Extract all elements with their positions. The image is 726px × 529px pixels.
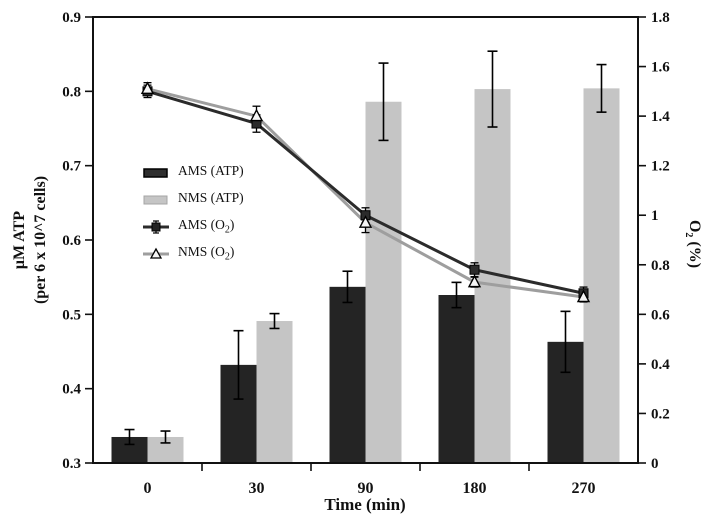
legend-label-ams-atp: AMS (ATP) bbox=[178, 163, 244, 179]
bar-nms-atp-t270 bbox=[583, 88, 620, 464]
legend-item-nms-atp: NMS (ATP) bbox=[143, 190, 244, 209]
right-axis-tick-label: 0.8 bbox=[651, 258, 670, 274]
x-axis-category-label: 0 bbox=[144, 480, 152, 497]
left-y-axis-title-line1: μM ATP bbox=[11, 210, 28, 270]
bar-nms-atp-t30 bbox=[256, 321, 293, 463]
right-axis-tick-label: 0.4 bbox=[651, 357, 670, 373]
marker-triangle-nms-o2-t0 bbox=[140, 81, 155, 95]
marker-triangle-nms-o2-t270 bbox=[576, 289, 591, 303]
x-axis-category-label: 90 bbox=[358, 480, 374, 497]
chart-legend: AMS (ATP) NMS (ATP) AMS (O2) NMS (O2) bbox=[143, 163, 244, 271]
left-axis-tick-label: 0.6 bbox=[62, 233, 81, 249]
x-axis-category-label: 30 bbox=[249, 480, 265, 497]
bar-ams-atp-t180 bbox=[438, 295, 475, 463]
bar-nms-atp-t90 bbox=[365, 101, 402, 464]
right-axis-tick-label: 1 bbox=[651, 208, 659, 224]
legend-label-nms-o2: NMS (O2) bbox=[178, 244, 235, 263]
legend-swatch-nms-o2-line-triangle-marker bbox=[143, 247, 169, 259]
left-y-axis-title: μM ATP (per 6 x 10^7 cells) bbox=[10, 90, 56, 390]
right-axis-tick-label: 1.2 bbox=[651, 159, 670, 175]
right-axis-tick-label: 1.6 bbox=[651, 60, 670, 76]
right-y-axis-title: O2 (%) bbox=[682, 219, 703, 269]
legend-item-ams-atp: AMS (ATP) bbox=[143, 163, 244, 182]
bar-ams-atp-t90 bbox=[329, 286, 366, 463]
right-axis-tick-label: 1.4 bbox=[651, 109, 670, 125]
x-axis-category-label: 270 bbox=[572, 480, 596, 497]
left-axis-tick-label: 0.5 bbox=[62, 307, 81, 323]
legend-item-ams-o2: AMS (O2) bbox=[143, 217, 244, 236]
marker-triangle-nms-o2-t30 bbox=[249, 108, 264, 122]
right-axis-tick-label: 0.2 bbox=[651, 406, 670, 422]
right-axis-tick-label: 0.6 bbox=[651, 307, 670, 323]
x-axis-title: Time (min) bbox=[324, 495, 406, 514]
legend-label-nms-atp: NMS (ATP) bbox=[178, 190, 244, 206]
right-axis-tick-label: 1.8 bbox=[651, 10, 670, 26]
left-axis-tick-label: 0.4 bbox=[62, 382, 81, 398]
right-axis-tick-label: 0 bbox=[651, 456, 659, 472]
legend-swatch-nms-atp-bar bbox=[143, 195, 168, 204]
left-axis-tick-label: 0.7 bbox=[62, 159, 81, 175]
x-axis-category-label: 180 bbox=[463, 480, 487, 497]
legend-item-nms-o2: NMS (O2) bbox=[143, 244, 244, 263]
left-y-axis-title-line2: (per 6 x 10^7 cells) bbox=[31, 175, 49, 305]
left-axis-tick-label: 0.9 bbox=[62, 10, 81, 26]
legend-label-ams-o2: AMS (O2) bbox=[178, 217, 235, 236]
left-axis-tick-label: 0.3 bbox=[62, 456, 81, 472]
marker-triangle-nms-o2-t90 bbox=[358, 215, 373, 228]
left-axis-tick-label: 0.8 bbox=[62, 84, 81, 100]
legend-swatch-ams-o2-line-square-marker bbox=[143, 219, 169, 234]
marker-triangle-nms-o2-t180 bbox=[467, 274, 482, 288]
marker-square-ams-o2-t180 bbox=[469, 264, 480, 275]
legend-swatch-ams-atp-bar bbox=[143, 167, 168, 178]
